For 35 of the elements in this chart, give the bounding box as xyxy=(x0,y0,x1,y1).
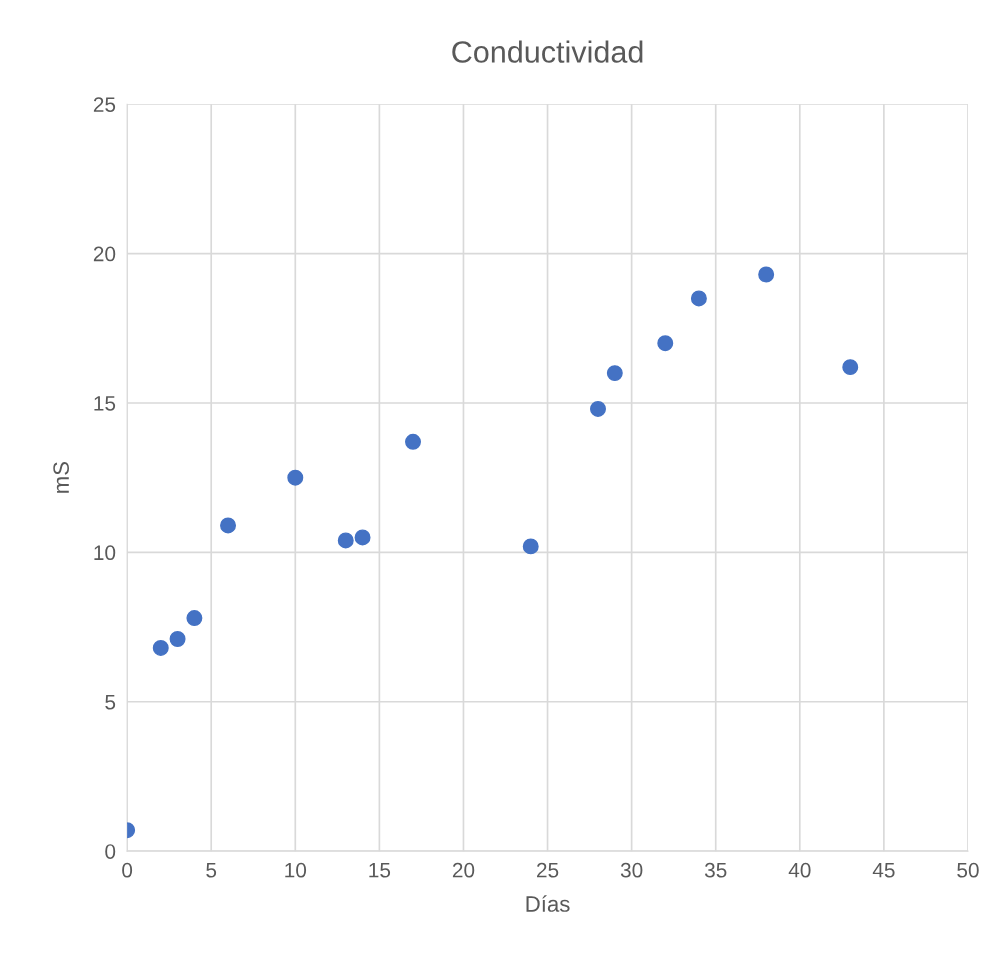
chart-title: Conductividad xyxy=(452,40,643,63)
x-tick-label: 30 xyxy=(620,862,643,878)
x-tick-label: 25 xyxy=(537,862,559,878)
point xyxy=(337,532,354,549)
point xyxy=(842,359,859,376)
x-tick-label: 50 xyxy=(957,862,979,878)
y-tick-label: 20 xyxy=(93,246,116,262)
point xyxy=(690,290,707,307)
point xyxy=(590,400,606,417)
y-tick-label: 15 xyxy=(94,396,116,411)
x-tick-label: 0 xyxy=(122,862,133,878)
point xyxy=(169,631,186,647)
point xyxy=(354,529,371,546)
point xyxy=(758,266,775,283)
x-tick-label: 45 xyxy=(872,863,895,878)
x-tick-label: 5 xyxy=(206,863,217,878)
x-axis-title: Días xyxy=(526,895,570,912)
point xyxy=(522,538,539,555)
point xyxy=(220,517,237,534)
x-tick-label: 10 xyxy=(285,862,307,878)
point xyxy=(405,433,421,450)
point xyxy=(287,469,304,486)
x-tick-label: 40 xyxy=(788,862,811,878)
point xyxy=(657,335,674,352)
y-tick-label: 10 xyxy=(94,545,116,561)
point xyxy=(186,610,203,627)
y-tick-label: 5 xyxy=(105,694,116,710)
y-tick-label: 25 xyxy=(93,97,116,112)
y-axis-title: mS xyxy=(53,462,70,493)
y-tick-label: 0 xyxy=(105,844,116,859)
x-tick-label: 20 xyxy=(452,862,475,878)
x-tick-label: 15 xyxy=(369,863,391,878)
point xyxy=(152,639,169,656)
point xyxy=(606,365,623,382)
x-tick-label: 35 xyxy=(704,862,727,878)
